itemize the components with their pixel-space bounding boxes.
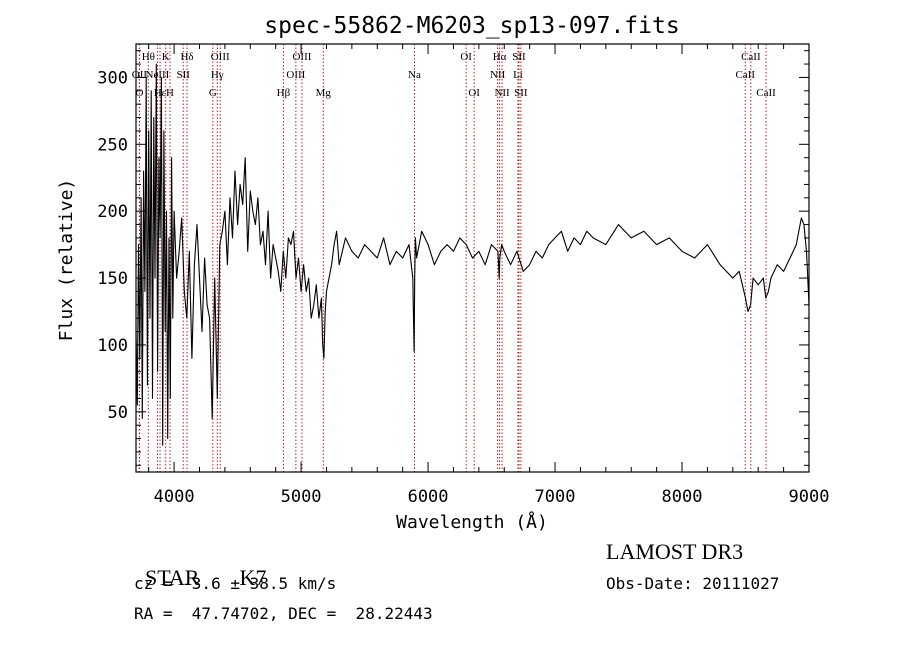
line-label: Hβ bbox=[277, 87, 291, 99]
line-label: O bbox=[135, 87, 143, 99]
x-tick-label: 8000 bbox=[662, 487, 703, 507]
y-tick-label: 200 bbox=[97, 202, 128, 222]
line-label: H bbox=[166, 87, 174, 99]
x-tick-label: 4000 bbox=[154, 487, 195, 507]
line-label: K bbox=[162, 51, 170, 63]
line-label: Hθ bbox=[142, 51, 155, 63]
line-label: OIII bbox=[211, 51, 230, 63]
emission-line-markers bbox=[138, 44, 767, 472]
chart-title: spec-55862-M6203_sp13-097.fits bbox=[264, 13, 679, 39]
spectrum-line bbox=[135, 63, 810, 446]
line-label: Li bbox=[513, 69, 523, 81]
survey-name: LAMOST DR3 bbox=[606, 539, 744, 564]
line-label: NII bbox=[494, 87, 510, 99]
y-tick-label: 250 bbox=[97, 135, 128, 155]
line-label: OI bbox=[468, 87, 480, 99]
line-label: OIII bbox=[286, 69, 305, 81]
y-tick-label: 300 bbox=[97, 68, 128, 88]
x-axis-ticks: 4000 5000 6000 7000 8000 9000 bbox=[148, 44, 830, 507]
line-label: OI bbox=[460, 51, 472, 63]
y-axis-label: Flux (relative) bbox=[56, 179, 77, 342]
y-axis-ticks: 50 100 150 200 250 300 bbox=[97, 50, 809, 466]
x-tick-label: 6000 bbox=[408, 487, 449, 507]
x-tick-label: 9000 bbox=[789, 487, 830, 507]
line-label: SII bbox=[514, 87, 528, 99]
x-tick-label: 7000 bbox=[535, 487, 576, 507]
line-label: Na bbox=[408, 69, 421, 81]
y-tick-label: 150 bbox=[97, 269, 128, 289]
coordinates-text: RA = 47.74702, DEC = 28.22443 bbox=[134, 604, 433, 623]
y-tick-label: 50 bbox=[108, 403, 128, 423]
line-label: Hδ bbox=[180, 51, 193, 63]
x-axis-label: Wavelength (Å) bbox=[396, 511, 548, 533]
line-label: CaII bbox=[756, 87, 776, 99]
obs-date: Obs-Date: 20111027 bbox=[606, 574, 780, 593]
redshift-text: cz = -3.6 ± 38.5 km/s bbox=[134, 574, 337, 593]
subclass-value: K7 bbox=[239, 565, 267, 590]
line-label: NeIII bbox=[146, 69, 170, 81]
x-tick-label: 5000 bbox=[281, 487, 322, 507]
line-label: Hα bbox=[493, 51, 507, 63]
line-label: NII bbox=[490, 69, 506, 81]
class-value: STAR bbox=[145, 565, 200, 590]
line-label: OIII bbox=[292, 51, 311, 63]
line-label: CaII bbox=[735, 69, 755, 81]
plot-frame bbox=[135, 43, 810, 473]
object-class: STAR K7 bbox=[134, 539, 266, 591]
line-label: Hγ bbox=[211, 69, 224, 81]
y-tick-label: 100 bbox=[97, 336, 128, 356]
line-label: G bbox=[209, 87, 217, 99]
line-label: CaII bbox=[741, 51, 761, 63]
line-label: Mg bbox=[316, 87, 332, 99]
line-label: SII bbox=[177, 69, 191, 81]
line-label: SII bbox=[512, 51, 526, 63]
